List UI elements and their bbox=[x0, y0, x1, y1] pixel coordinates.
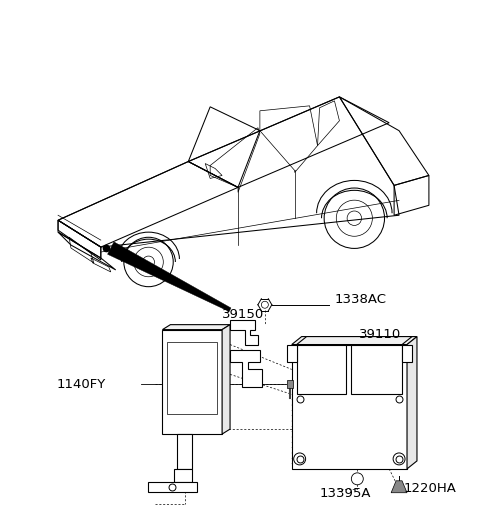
Polygon shape bbox=[292, 344, 407, 469]
Polygon shape bbox=[162, 325, 230, 329]
Text: 1338AC: 1338AC bbox=[335, 293, 386, 306]
Text: 39150: 39150 bbox=[222, 308, 264, 321]
Polygon shape bbox=[230, 350, 262, 387]
Polygon shape bbox=[222, 325, 230, 434]
Text: 13395A: 13395A bbox=[320, 487, 371, 500]
Text: 1140FY: 1140FY bbox=[56, 378, 105, 391]
Polygon shape bbox=[402, 344, 412, 363]
Polygon shape bbox=[174, 469, 192, 482]
Text: 39110: 39110 bbox=[360, 328, 402, 341]
Polygon shape bbox=[407, 337, 417, 469]
Polygon shape bbox=[162, 329, 222, 434]
Polygon shape bbox=[178, 434, 192, 469]
Polygon shape bbox=[297, 344, 347, 394]
Polygon shape bbox=[147, 482, 197, 492]
Circle shape bbox=[351, 473, 363, 485]
Text: 1220HA: 1220HA bbox=[404, 482, 457, 495]
Polygon shape bbox=[287, 380, 293, 388]
Polygon shape bbox=[292, 337, 417, 344]
Polygon shape bbox=[351, 344, 402, 394]
Polygon shape bbox=[287, 344, 297, 363]
Polygon shape bbox=[297, 337, 412, 344]
Polygon shape bbox=[391, 481, 407, 493]
Polygon shape bbox=[230, 320, 258, 344]
Polygon shape bbox=[108, 242, 231, 311]
